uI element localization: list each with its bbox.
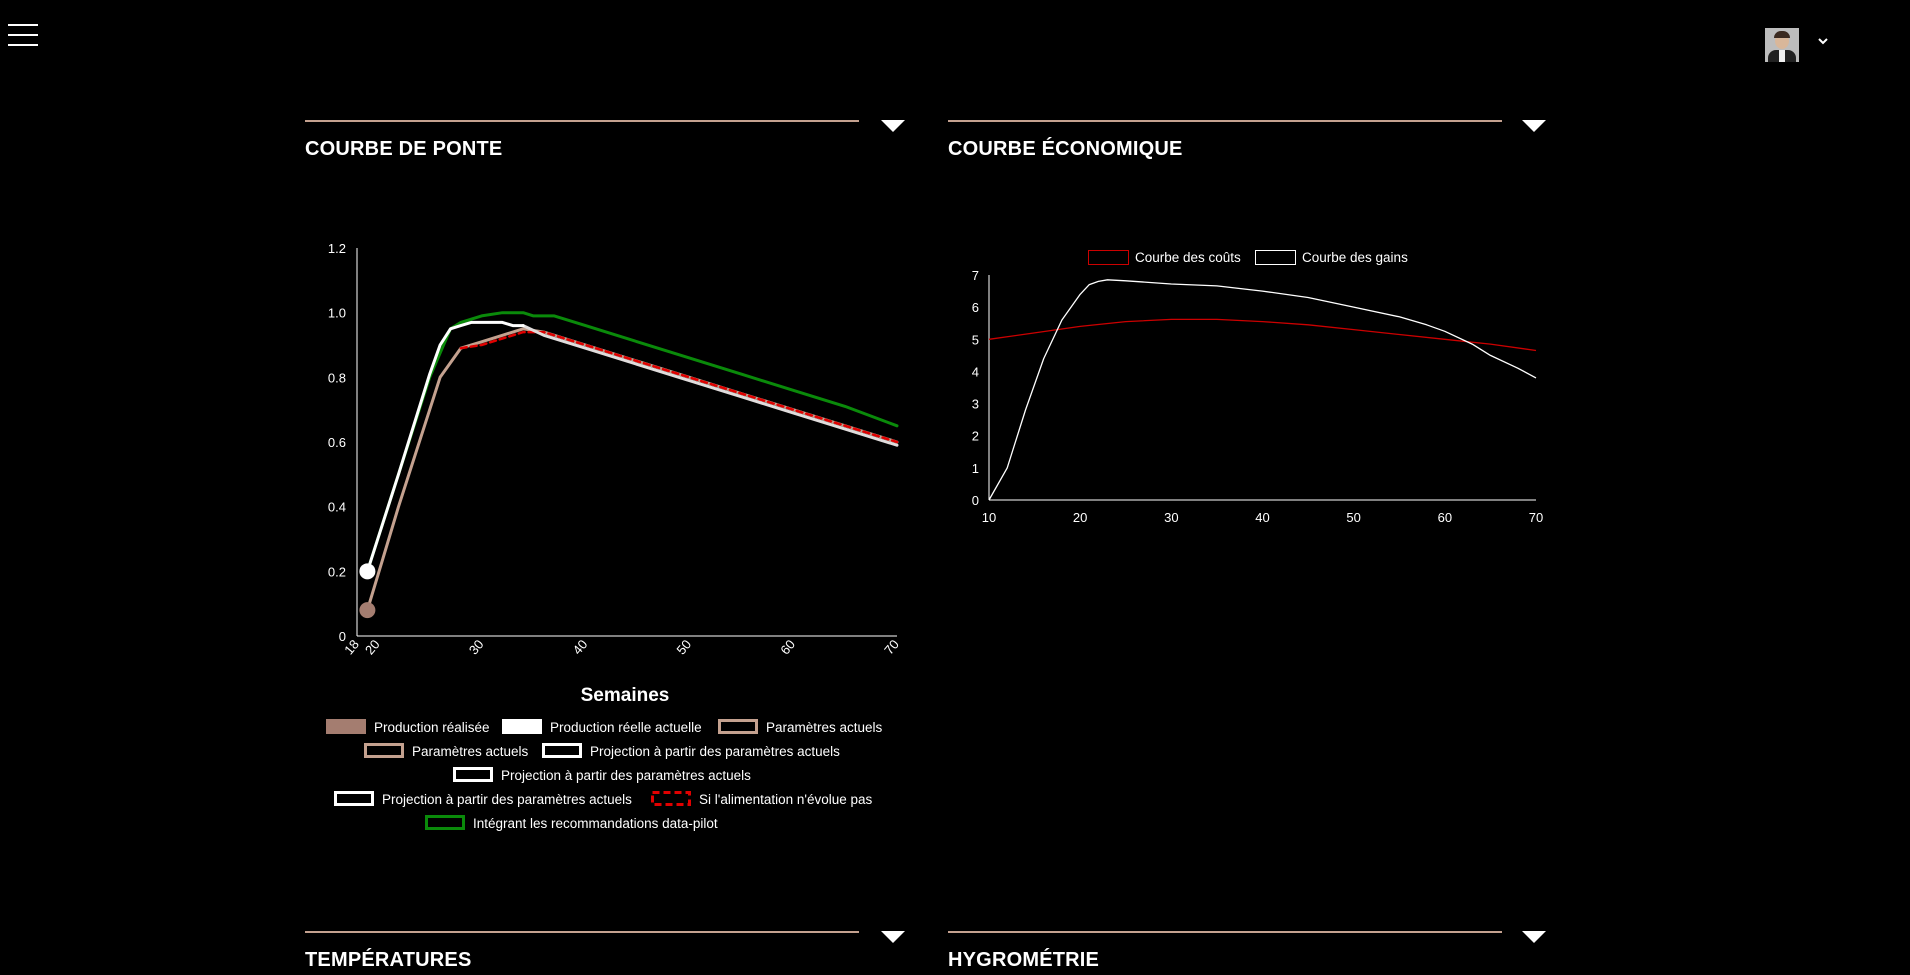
panel-title-hygrometrie: HYGROMÉTRIE — [948, 949, 1100, 971]
section-divider — [305, 120, 859, 122]
series-line-4 — [365, 320, 525, 573]
y-tick-label: 0 — [972, 493, 979, 508]
x-tick-label: 70 — [1529, 510, 1543, 525]
panel-title-temperatures: TEMPÉRATURES — [305, 949, 472, 971]
panel-title-eco: COURBE ÉCONOMIQUE — [948, 138, 1183, 160]
legend-label: Production réalisée — [374, 720, 490, 735]
y-tick-label: 1.2 — [328, 241, 346, 256]
y-tick-label: 0.6 — [328, 435, 346, 450]
legend-entry: Paramètres actuels — [364, 743, 529, 759]
legend-label: Projection à partir des paramètres actue… — [590, 744, 840, 759]
y-tick-label: 0.4 — [328, 500, 346, 515]
legend-swatch — [425, 815, 465, 830]
collapse-caret-icon[interactable] — [881, 931, 905, 943]
legend-swatch — [1088, 250, 1129, 265]
chart-ponte-plot: 00.20.40.60.81.01.218 20 30 40 50 60 70Semaine… — [326, 241, 902, 831]
section-divider — [948, 931, 1502, 933]
x-tick-label: 60 — [1438, 510, 1452, 525]
legend-label: Courbe des coûts — [1135, 250, 1241, 265]
legend-label: Paramètres actuels — [412, 744, 529, 759]
legend-swatch — [364, 743, 404, 758]
legend-swatch — [453, 767, 493, 782]
section-divider — [948, 120, 1502, 122]
legend-label: Si l'alimentation n'évolue pas — [699, 792, 873, 807]
y-tick-label: 3 — [972, 397, 979, 412]
panel-title-ponte: COURBE DE PONTE — [305, 138, 503, 160]
y-tick-label: 2 — [972, 429, 979, 444]
legend-entry: Paramètres actuels — [718, 719, 883, 735]
legend-swatch — [326, 719, 366, 734]
x-tick-label: 30 — [466, 637, 487, 658]
legend-entry: Courbe des gains — [1255, 250, 1408, 265]
collapse-caret-icon[interactable] — [1522, 120, 1546, 132]
y-tick-label: 4 — [972, 364, 979, 379]
x-tick-label: 50 — [673, 637, 694, 658]
series-line-0 — [988, 318, 1537, 352]
x-tick-label: 20 — [1073, 510, 1087, 525]
legend-swatch — [334, 791, 374, 806]
series-line-2 — [459, 330, 899, 444]
legend-entry: Projection à partir des paramètres actue… — [334, 791, 632, 807]
legend-label: Projection à partir des paramètres actue… — [382, 792, 632, 807]
x-tick-label: 60 — [777, 637, 798, 658]
y-tick-label: 6 — [972, 300, 979, 315]
legend-label: Paramètres actuels — [766, 720, 883, 735]
y-tick-label: 5 — [972, 332, 979, 347]
user-avatar-icon[interactable] — [1765, 28, 1799, 62]
legend-entry: Projection à partir des paramètres actue… — [453, 767, 751, 783]
collapse-caret-icon[interactable] — [1522, 931, 1546, 943]
section-divider — [305, 931, 859, 933]
legend-swatch — [718, 719, 758, 734]
legend-swatch — [502, 719, 542, 734]
legend-swatch — [1255, 250, 1296, 265]
legend-entry: Intégrant les recommandations data-pilot — [425, 815, 718, 831]
x-tick-label: 70 — [881, 637, 902, 658]
series-start-marker — [359, 563, 376, 580]
legend-entry: Production réelle actuelle — [502, 719, 702, 735]
y-tick-label: 0.8 — [328, 370, 346, 385]
legend-label: Courbe des gains — [1302, 250, 1408, 265]
legend-label: Projection à partir des paramètres actue… — [501, 768, 751, 783]
x-tick-label: 20 — [362, 637, 383, 658]
legend-swatch — [542, 743, 582, 758]
y-tick-label: 1.0 — [328, 306, 346, 321]
series-line-1 — [365, 327, 899, 612]
collapse-caret-icon[interactable] — [881, 120, 905, 132]
legend-label: Production réelle actuelle — [550, 720, 702, 735]
chevron-down-icon[interactable] — [1816, 34, 1830, 48]
y-tick-label: 7 — [972, 268, 979, 283]
x-tick-label: 50 — [1346, 510, 1360, 525]
legend-entry: Courbe des coûts — [1088, 250, 1241, 265]
x-tick-label: 40 — [1255, 510, 1269, 525]
series-line-1 — [988, 279, 1537, 501]
legend-swatch — [651, 791, 691, 806]
hamburger-menu-icon[interactable] — [8, 24, 38, 46]
legend-entry: Projection à partir des paramètres actue… — [542, 743, 840, 759]
x-tick-label: 30 — [1164, 510, 1178, 525]
x-tick-label: 40 — [570, 637, 591, 658]
legend-entry: Si l'alimentation n'évolue pas — [651, 791, 873, 807]
legend-label: Intégrant les recommandations data-pilot — [473, 816, 718, 831]
series-line-3 — [521, 324, 899, 447]
y-tick-label: 0.2 — [328, 564, 346, 579]
y-tick-label: 1 — [972, 461, 979, 476]
series-start-marker — [359, 602, 376, 619]
legend-entry: Production réalisée — [326, 719, 490, 735]
y-tick-label: 0 — [339, 629, 346, 644]
chart-eco-plot: 0 1 2 3 4 5 6 7 10 20 30 40 50 60 70 Courbe des coûts Co… — [972, 250, 1543, 525]
series-line-0 — [365, 311, 899, 573]
x-axis-title: Semaines — [581, 685, 670, 706]
x-tick-label: 10 — [982, 510, 996, 525]
